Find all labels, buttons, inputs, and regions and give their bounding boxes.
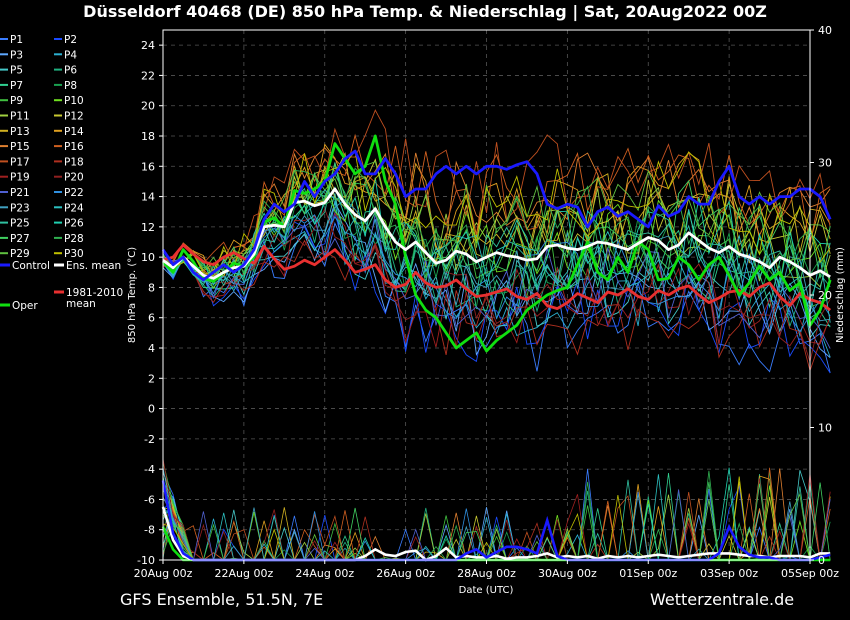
legend-label: P20 — [64, 172, 84, 184]
legend: P1 P2 P3 P4 P5 P6 P7 P8 P9 P10 P11 P12 P13 P14 P15 P16 P… — [0, 34, 123, 312]
y-tick-label: 20 — [141, 100, 155, 113]
y-tick-label: 6 — [148, 312, 155, 325]
y2-tick-label: 30 — [818, 157, 832, 170]
legend-label: P15 — [10, 141, 30, 153]
legend-label: P23 — [10, 202, 30, 214]
legend-label: P21 — [10, 187, 30, 199]
legend-label: P11 — [10, 111, 30, 123]
legend-label: mean — [66, 298, 96, 310]
y-tick-label: 16 — [141, 160, 155, 173]
legend-label: P28 — [64, 233, 84, 245]
member-temp-line — [162, 214, 831, 333]
x-tick-label: 01Sep 00z — [619, 567, 677, 580]
member-temp-line — [162, 186, 831, 309]
y-axis-right: 40 30 20 10 0 — [810, 24, 832, 567]
x-tick-label: 05Sep 00z — [781, 567, 839, 580]
legend-label: P22 — [64, 187, 84, 199]
y2-tick-label: 0 — [818, 554, 825, 567]
legend-label: Control — [12, 260, 50, 272]
legend-label: P12 — [64, 111, 84, 123]
y-tick-label: -2 — [144, 433, 155, 446]
legend-label: P4 — [64, 49, 77, 61]
footer-site: Wetterzentrale.de — [650, 590, 794, 609]
x-tick-label: 20Aug 00z — [134, 567, 193, 580]
legend-label: P8 — [64, 80, 77, 92]
x-tick-label: 30Aug 00z — [538, 567, 597, 580]
member-temp-line — [162, 177, 831, 289]
y-tick-label: 24 — [141, 39, 155, 52]
y2-tick-label: 10 — [818, 422, 832, 435]
legend-label: P30 — [64, 248, 84, 260]
legend-label: P14 — [64, 126, 84, 138]
legend-label: P7 — [10, 80, 23, 92]
legend-label: P6 — [64, 65, 77, 77]
legend-label: 1981-2010 — [66, 287, 123, 299]
footer-model: GFS Ensemble, 51.5N, 7E — [120, 590, 323, 609]
y-tick-label: 10 — [141, 251, 155, 264]
y-tick-label: 22 — [141, 69, 155, 82]
series-temp-line — [161, 149, 832, 282]
legend-label: P9 — [10, 95, 23, 107]
legend-label: P16 — [64, 141, 84, 153]
legend-label: P17 — [10, 156, 30, 168]
legend-label: P5 — [10, 65, 23, 77]
legend-label: P25 — [10, 218, 30, 230]
legend-label: P26 — [64, 218, 84, 230]
legend-label: P29 — [10, 248, 30, 260]
series-temp-line — [161, 134, 832, 353]
legend-label: P2 — [64, 34, 77, 46]
chart-title: Düsseldorf 40468 (DE) 850 hPa Temp. & Ni… — [83, 2, 767, 22]
y2-tick-label: 20 — [818, 289, 832, 302]
legend-label: P24 — [64, 202, 84, 214]
series-temp-line — [162, 187, 831, 280]
legend-label: P27 — [10, 233, 30, 245]
y-tick-label: 0 — [148, 403, 155, 416]
legend-label: P19 — [10, 172, 30, 184]
y-tick-label: -10 — [137, 554, 155, 567]
member-temp-line — [162, 200, 831, 358]
x-tick-label: 26Aug 00z — [376, 567, 435, 580]
legend-label: P13 — [10, 126, 30, 138]
legend-label: Ens. mean — [66, 260, 121, 272]
legend-label: P10 — [64, 95, 84, 107]
member-temp-line — [162, 143, 831, 281]
y2-tick-label: 40 — [818, 24, 832, 37]
y-tick-label: 2 — [148, 372, 155, 385]
x-tick-label: 22Aug 00z — [215, 567, 274, 580]
y-tick-label: -4 — [144, 463, 155, 476]
legend-label: Oper — [12, 300, 38, 312]
y-tick-label: 4 — [148, 342, 155, 355]
legend-label: P18 — [64, 156, 84, 168]
y2-axis-label: Niederschlag (mm) — [835, 247, 846, 343]
y-axis-label: 850 hPa Temp. (°C) — [127, 247, 138, 343]
legend-label: P3 — [10, 49, 23, 61]
series-temp-line — [162, 243, 832, 312]
y-tick-label: -6 — [144, 493, 155, 506]
y-tick-label: 12 — [141, 221, 155, 234]
x-tick-label: 03Sep 00z — [700, 567, 758, 580]
member-temp-line — [162, 163, 831, 286]
x-axis: 20Aug 00z 22Aug 00z 24Aug 00z 26Aug 00z 28Au… — [134, 560, 839, 580]
x-axis-label: Date (UTC) — [459, 585, 514, 596]
legend-label: P1 — [10, 34, 23, 46]
member-temp-line — [162, 167, 831, 284]
y-tick-label: -8 — [144, 524, 155, 537]
y-tick-label: 18 — [141, 130, 155, 143]
x-tick-label: 24Aug 00z — [295, 567, 354, 580]
member-temp-line — [162, 162, 831, 298]
y-tick-label: 14 — [141, 191, 155, 204]
member-temp-line — [162, 109, 831, 267]
member-temp-line — [162, 239, 831, 373]
y-tick-label: 8 — [148, 281, 155, 294]
x-tick-label: 28Aug 00z — [457, 567, 516, 580]
